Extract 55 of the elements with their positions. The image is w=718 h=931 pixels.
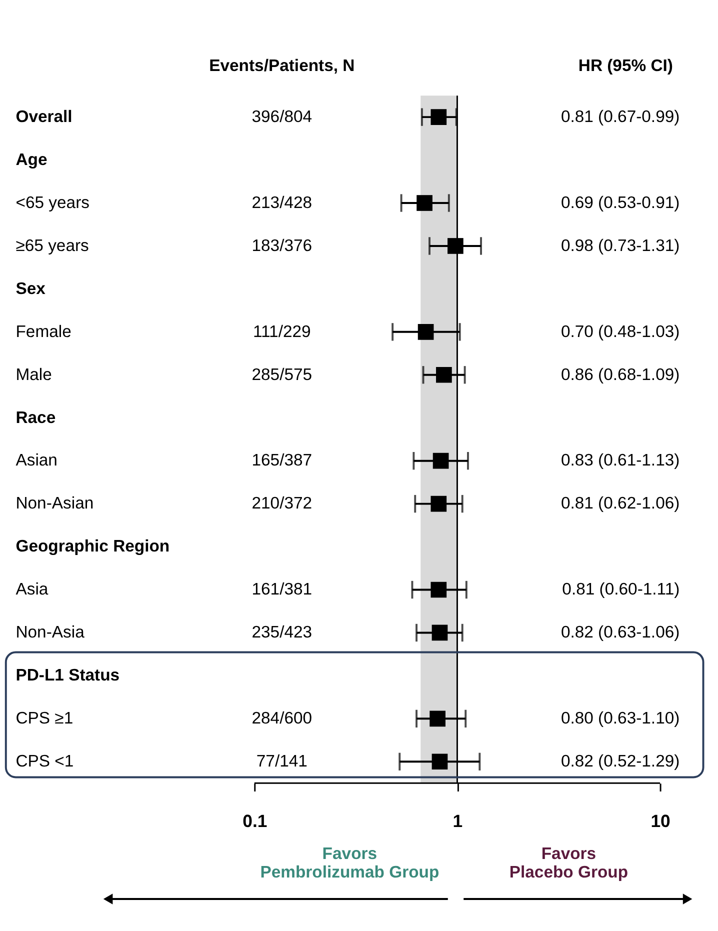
annotation: 0.81 (0.62-1.06) [560,494,680,513]
annotation: 213/428 [252,192,312,212]
annotation: 111/229 [252,322,311,341]
annotation: 0.82 (0.63-1.06) [560,622,680,642]
annotation: 183/376 [252,236,312,255]
y-tick-label: Non-Asian [16,494,94,513]
x-tick-label: 1 [452,810,463,831]
y-tick-label: Race [16,408,56,427]
annotation: 396/804 [252,106,312,126]
x-tick-label: 10 [650,810,671,831]
annotation: 0.83 (0.61-1.13) [560,450,680,470]
annotation: 0.69 (0.53-0.91) [560,192,680,212]
annotation: 0.82 (0.52-1.29) [560,752,680,771]
y-tick-label: Asia [16,580,49,599]
annotation: 77/141 [256,752,308,771]
y-tick-label: Non-Asia [16,622,86,642]
point [432,754,448,770]
y-tick-label: Geographic Region [16,536,170,556]
text: Favors Pembrolizumab Group [260,844,440,882]
text: Favors Placebo Group [509,844,628,882]
y-tick-label: Age [16,150,48,169]
y-tick-label: PD-L1 Status [16,666,120,685]
annotation: 161/381 [252,580,312,599]
annotation: 165/387 [252,450,312,470]
annotation: 285/575 [252,364,312,384]
point [430,582,447,598]
annotation: 0.86 (0.68-1.09) [560,364,680,384]
annotation: 284/600 [252,708,312,728]
point [430,710,446,727]
annotation: 210/372 [252,494,312,513]
y-tick-label: Asian [16,450,58,470]
annotation: 235/423 [252,622,312,642]
annotation: 0.80 (0.63-1.10) [560,708,680,728]
annotation: 0.98 (0.73-1.31) [560,236,680,255]
text: HR (95% CI) [578,56,673,76]
point [430,496,447,512]
point [430,109,447,125]
y-tick-label: Male [16,364,52,384]
y-tick-label: CPS <1 [16,752,74,771]
text: Events/Patients, N [209,56,355,76]
point [436,366,452,383]
x-tick-label: 0.1 [242,810,268,831]
point [432,624,448,641]
point [416,195,432,211]
point [432,452,449,469]
y-tick-label: Sex [16,278,46,298]
y-tick-label: Overall [16,106,72,126]
annotation: 0.81 (0.60-1.11) [562,580,680,599]
point [418,324,434,340]
y-tick-label: <65 years [16,192,90,212]
y-tick-label: ≥65 years [16,236,89,255]
y-tick-label: Female [16,322,72,341]
annotation: 0.70 (0.48-1.03) [560,322,680,341]
annotation: 0.81 (0.67-0.99) [560,106,680,126]
y-tick-label: CPS ≥1 [16,708,74,728]
